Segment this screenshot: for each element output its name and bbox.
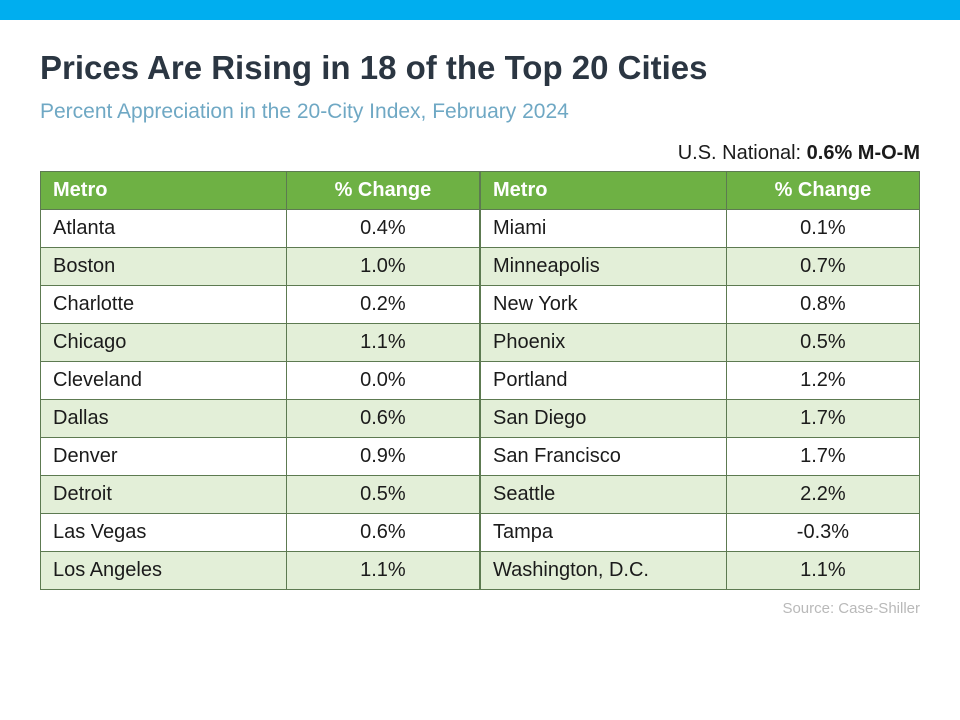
- table-row: New York0.8%: [481, 285, 920, 323]
- source-attribution: Source: Case-Shiller: [40, 600, 920, 617]
- metro-cell: Denver: [41, 437, 287, 475]
- change-cell: 1.2%: [726, 361, 919, 399]
- col-header-metro: Metro: [41, 171, 287, 209]
- table-row: Boston1.0%: [41, 247, 480, 285]
- table-row: Cleveland0.0%: [41, 361, 480, 399]
- change-cell: 0.0%: [286, 361, 479, 399]
- metro-cell: Washington, D.C.: [481, 551, 727, 589]
- table-row: Phoenix0.5%: [481, 323, 920, 361]
- metro-cell: Charlotte: [41, 285, 287, 323]
- metro-cell: Detroit: [41, 475, 287, 513]
- change-cell: 0.1%: [726, 209, 919, 247]
- change-cell: 1.7%: [726, 437, 919, 475]
- table-row: Los Angeles1.1%: [41, 551, 480, 589]
- national-summary: U.S. National: 0.6% M-O-M: [40, 142, 920, 165]
- change-cell: 1.1%: [286, 551, 479, 589]
- change-cell: 1.7%: [726, 399, 919, 437]
- table-row: Denver0.9%: [41, 437, 480, 475]
- table-row: Minneapolis0.7%: [481, 247, 920, 285]
- national-value: 0.6% M-O-M: [807, 142, 920, 164]
- metro-cell: Phoenix: [481, 323, 727, 361]
- metro-cell: San Francisco: [481, 437, 727, 475]
- metro-cell: Los Angeles: [41, 551, 287, 589]
- table-row: Atlanta0.4%: [41, 209, 480, 247]
- change-cell: 2.2%: [726, 475, 919, 513]
- metro-cell: Cleveland: [41, 361, 287, 399]
- content-area: Prices Are Rising in 18 of the Top 20 Ci…: [0, 20, 960, 617]
- metro-cell: Minneapolis: [481, 247, 727, 285]
- metro-cell: Atlanta: [41, 209, 287, 247]
- metro-cell: Boston: [41, 247, 287, 285]
- metro-cell: Dallas: [41, 399, 287, 437]
- table-row: Washington, D.C.1.1%: [481, 551, 920, 589]
- table-row: Miami0.1%: [481, 209, 920, 247]
- change-cell: 0.7%: [726, 247, 919, 285]
- change-cell: 0.8%: [726, 285, 919, 323]
- national-label: U.S. National:: [678, 142, 807, 164]
- change-cell: 0.4%: [286, 209, 479, 247]
- metro-cell: Miami: [481, 209, 727, 247]
- page-title: Prices Are Rising in 18 of the Top 20 Ci…: [40, 48, 920, 88]
- table-row: Dallas0.6%: [41, 399, 480, 437]
- table-header-row: Metro % Change: [481, 171, 920, 209]
- change-cell: 0.5%: [286, 475, 479, 513]
- table-row: Chicago1.1%: [41, 323, 480, 361]
- change-cell: 0.6%: [286, 399, 479, 437]
- table-row: San Francisco1.7%: [481, 437, 920, 475]
- metro-cell: Seattle: [481, 475, 727, 513]
- change-cell: 0.5%: [726, 323, 919, 361]
- table-body-left: Atlanta0.4%Boston1.0%Charlotte0.2%Chicag…: [41, 209, 480, 589]
- metro-cell: Tampa: [481, 513, 727, 551]
- change-cell: 1.0%: [286, 247, 479, 285]
- table-row: Tampa-0.3%: [481, 513, 920, 551]
- change-cell: 1.1%: [726, 551, 919, 589]
- change-cell: 0.9%: [286, 437, 479, 475]
- col-header-change: % Change: [286, 171, 479, 209]
- change-cell: 0.6%: [286, 513, 479, 551]
- table-row: Detroit0.5%: [41, 475, 480, 513]
- table-row: Las Vegas0.6%: [41, 513, 480, 551]
- metro-cell: New York: [481, 285, 727, 323]
- change-cell: -0.3%: [726, 513, 919, 551]
- metro-cell: Chicago: [41, 323, 287, 361]
- tables-container: Metro % Change Atlanta0.4%Boston1.0%Char…: [40, 171, 920, 590]
- top-accent-bar: [0, 0, 960, 20]
- table-body-right: Miami0.1%Minneapolis0.7%New York0.8%Phoe…: [481, 209, 920, 589]
- change-cell: 0.2%: [286, 285, 479, 323]
- table-row: Seattle2.2%: [481, 475, 920, 513]
- page-subtitle: Percent Appreciation in the 20-City Inde…: [40, 100, 920, 124]
- metro-cell: Portland: [481, 361, 727, 399]
- table-row: Charlotte0.2%: [41, 285, 480, 323]
- change-cell: 1.1%: [286, 323, 479, 361]
- metro-table-left: Metro % Change Atlanta0.4%Boston1.0%Char…: [40, 171, 480, 590]
- metro-table-right: Metro % Change Miami0.1%Minneapolis0.7%N…: [480, 171, 920, 590]
- metro-cell: San Diego: [481, 399, 727, 437]
- table-row: San Diego1.7%: [481, 399, 920, 437]
- table-row: Portland1.2%: [481, 361, 920, 399]
- col-header-change: % Change: [726, 171, 919, 209]
- col-header-metro: Metro: [481, 171, 727, 209]
- table-header-row: Metro % Change: [41, 171, 480, 209]
- metro-cell: Las Vegas: [41, 513, 287, 551]
